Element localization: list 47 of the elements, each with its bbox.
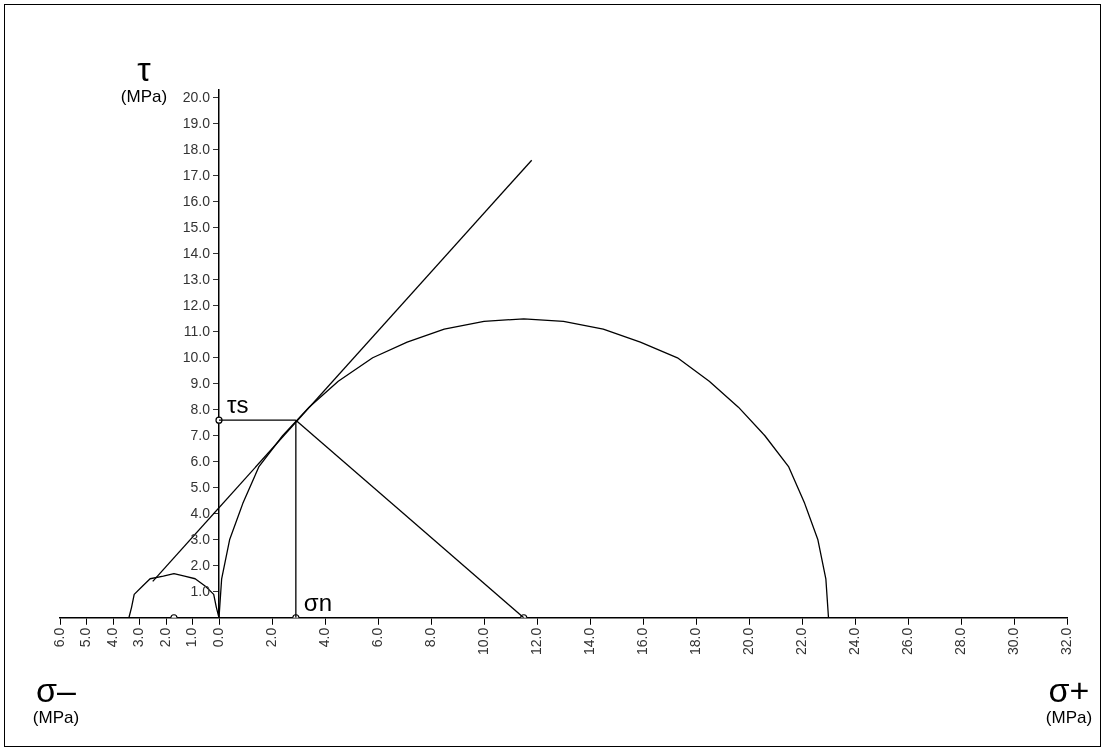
annotation: τs (227, 391, 249, 419)
text: σ– (MPa) (32, 671, 80, 727)
y-tick-label: 1.0 (190, 582, 211, 599)
y-tick-label: 16.0 (182, 192, 211, 209)
y-tick-label: 14.0 (182, 244, 211, 261)
x-tick-label: 3.0 (130, 627, 147, 648)
x-tick-label: 26.0 (898, 627, 915, 655)
x-tick-label: 5.0 (77, 627, 94, 648)
y-tick-label: 10.0 (182, 348, 211, 365)
y-tick-label: 17.0 (182, 166, 211, 183)
y-tick-label: 13.0 (182, 270, 211, 287)
x-axis-title: σ+ (MPa) (1045, 671, 1093, 727)
x-tick-label: 28.0 (951, 627, 968, 655)
y-tick-label: 11.0 (183, 322, 211, 339)
x-tick-label: 10.0 (474, 627, 491, 655)
y-tick-label: 9.0 (190, 374, 211, 391)
x-tick-label: 6.0 (50, 627, 67, 648)
x-tick-label: 14.0 (580, 627, 597, 655)
x-tick-label: 4.0 (315, 627, 332, 648)
y-tick-label: 18.0 (182, 140, 211, 157)
x-tick-label: 24.0 (845, 627, 862, 655)
y-tick-label: 12.0 (182, 296, 211, 313)
x-tick-label: 16.0 (633, 627, 650, 655)
x-tick-label: 32.0 (1057, 627, 1074, 655)
y-tick-label: 3.0 (190, 530, 211, 547)
y-tick-label: 8.0 (190, 400, 211, 417)
y-tick-label: 15.0 (182, 218, 211, 235)
annotation: σn (303, 588, 333, 616)
x-tick-label: 6.0 (368, 627, 385, 648)
x-tick-label: 20.0 (739, 627, 756, 655)
x-tick-label: 2.0 (156, 627, 173, 648)
x-tick-label: 4.0 (103, 627, 120, 648)
x-tick-label: 30.0 (1004, 627, 1021, 655)
y-tick-label: 2.0 (190, 556, 211, 573)
y-tick-label: 20.0 (182, 88, 211, 105)
x-tick-label: 18.0 (686, 627, 703, 655)
y-axis-title: τ (MPa) (120, 50, 168, 106)
y-tick-label: 5.0 (190, 478, 211, 495)
y-tick-label: 19.0 (182, 114, 211, 131)
x-tick-label: 12.0 (527, 627, 544, 655)
x-tick-label: 22.0 (792, 627, 809, 655)
y-tick-label: 7.0 (190, 426, 211, 443)
x-tick-label: 8.0 (421, 627, 438, 648)
x-tick-label: 2.0 (262, 627, 279, 648)
y-tick-label: 4.0 (190, 504, 211, 521)
x-tick-label: 0.0 (209, 627, 226, 648)
y-tick-label: 6.0 (190, 452, 211, 469)
